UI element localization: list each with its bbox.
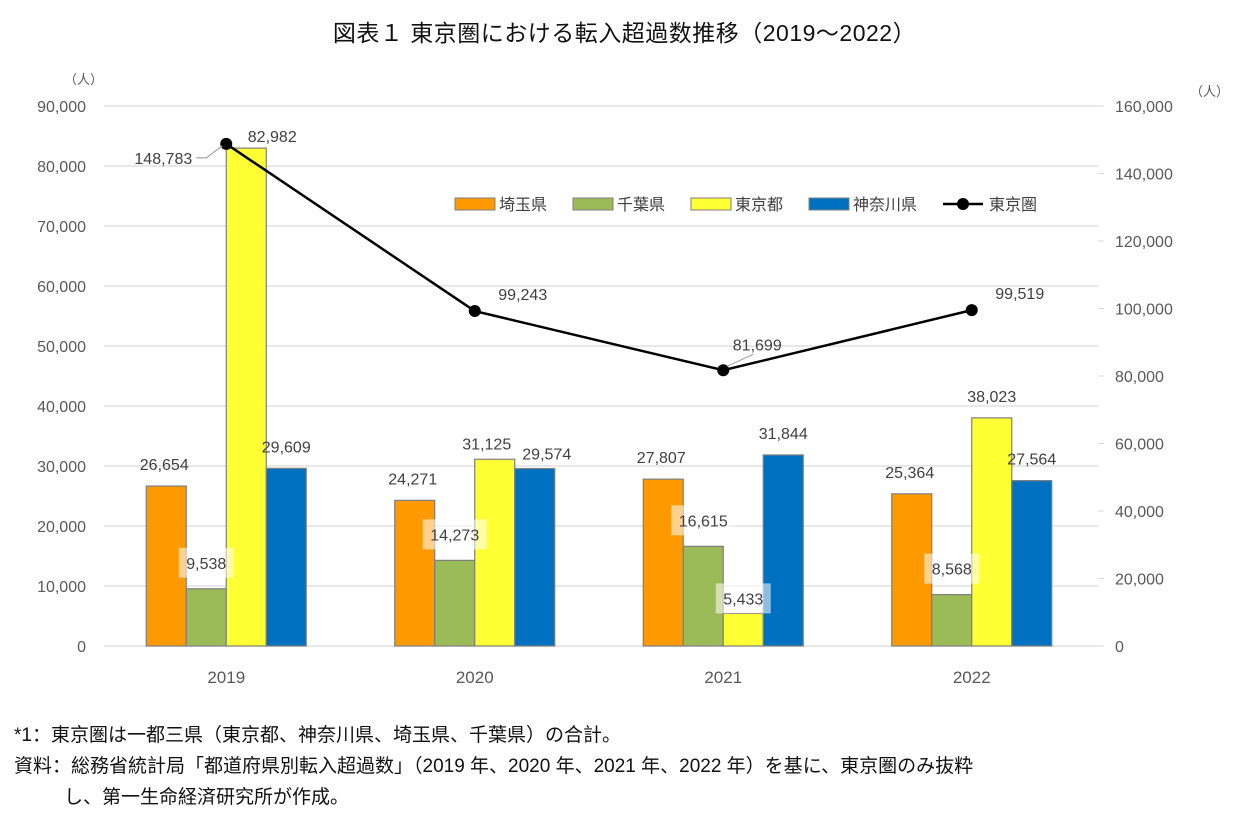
data-label: 82,982 — [248, 129, 297, 146]
data-label-bg — [671, 505, 736, 536]
bar-千葉県-2019 — [185, 588, 227, 647]
line-point-2021 — [717, 364, 730, 377]
bars — [145, 147, 1053, 647]
legend-swatch — [572, 197, 614, 211]
x-axis: 2019 2020 2021 2022 — [207, 668, 990, 687]
bar-神奈川県-2019 — [265, 467, 307, 647]
left-tick-label: 70,000 — [37, 219, 86, 236]
left-tick-label: 10,000 — [37, 579, 86, 596]
legend-item-千葉県: 千葉県 — [572, 196, 665, 214]
right-tick-label: 100,000 — [1115, 302, 1173, 319]
data-label-bg — [178, 547, 234, 578]
bar-埼玉県-2021 — [642, 478, 684, 647]
line-data-label: 148,783 — [134, 151, 192, 168]
bar-東京都-2020 — [474, 458, 516, 647]
legend-swatch — [690, 197, 732, 211]
line-tokyo-area — [225, 142, 973, 372]
bar-神奈川県-2022 — [1011, 480, 1053, 647]
data-label: 31,844 — [759, 426, 808, 443]
x-tick-label: 2020 — [456, 668, 494, 687]
right-axis-unit: （人） — [1190, 84, 1229, 99]
data-label: 5,433 — [723, 591, 763, 608]
line-data-label: 99,519 — [995, 286, 1044, 303]
legend-label: 埼玉県 — [499, 196, 547, 214]
tokyo-area-line — [220, 137, 978, 377]
left-tick-label: 0 — [77, 639, 86, 656]
left-axis-unit: （人） — [64, 72, 103, 87]
data-label-bg — [422, 519, 487, 550]
source-note-cont: し、第一生命経済研究所が作成。 — [64, 787, 350, 808]
right-axis: 0 20,000 40,000 60,000 80,000 100,000 120,000 1… — [1098, 84, 1229, 656]
right-tick-label: 80,000 — [1115, 369, 1164, 386]
right-tick-label: 20,000 — [1115, 572, 1164, 589]
line-data-label: 99,243 — [498, 287, 547, 304]
data-label: 14,273 — [430, 527, 479, 544]
left-axis: 0 10,000 20,000 30,000 40,000 50,000 60,000 70,… — [37, 72, 103, 656]
data-label: 29,609 — [262, 439, 311, 456]
legend-item-神奈川県: 神奈川県 — [808, 196, 917, 214]
bar-千葉県-2020 — [434, 559, 476, 647]
legend-label: 東京都 — [735, 196, 783, 214]
bar-東京都-2022 — [971, 417, 1013, 647]
chart-title: 図表１ 東京圏における転入超過数推移（2019～2022） — [332, 20, 917, 46]
legend-label: 東京圏 — [989, 196, 1037, 214]
footnote-1: *1：東京圏は一都三県（東京都、神奈川県、埼玉県、千葉県）の合計。 — [14, 725, 621, 746]
line-data-label: 81,699 — [733, 337, 782, 354]
data-label: 31,125 — [462, 436, 511, 453]
data-label: 26,654 — [140, 457, 189, 474]
bar-神奈川県-2020 — [514, 467, 556, 647]
right-tick-label: 40,000 — [1115, 504, 1164, 521]
left-tick-label: 60,000 — [37, 279, 86, 296]
right-tick-label: 140,000 — [1115, 167, 1173, 184]
x-tick-label: 2021 — [704, 668, 742, 687]
left-tick-label: 40,000 — [37, 399, 86, 416]
source-note: 資料：総務省統計局「都道府県別転入超過数」（2019 年、2020 年、2021… — [14, 756, 974, 777]
data-label: 25,364 — [885, 465, 934, 482]
line-point-2022 — [965, 304, 978, 317]
data-label: 38,023 — [967, 389, 1016, 406]
leader-line — [726, 353, 754, 367]
data-label: 9,538 — [186, 556, 226, 573]
left-tick-label: 30,000 — [37, 459, 86, 476]
data-label: 27,564 — [1007, 452, 1056, 469]
bar-千葉県-2022 — [931, 593, 973, 647]
legend-swatch — [454, 197, 496, 211]
legend: 埼玉県 千葉県 東京都 神奈川県 東京圏 — [454, 196, 1037, 214]
legend-marker — [957, 198, 969, 210]
bar-神奈川県-2021 — [762, 454, 804, 647]
data-label-bg — [924, 553, 980, 584]
x-tick-label: 2022 — [953, 668, 991, 687]
right-tick-label: 60,000 — [1115, 437, 1164, 454]
left-tick-label: 20,000 — [37, 519, 86, 536]
legend-label: 千葉県 — [617, 196, 665, 214]
legend-item-埼玉県: 埼玉県 — [454, 196, 547, 214]
left-tick-label: 90,000 — [37, 99, 86, 116]
left-tick-label: 80,000 — [37, 159, 86, 176]
left-tick-label: 50,000 — [37, 339, 86, 356]
right-tick-label: 160,000 — [1115, 99, 1173, 116]
legend-item-東京都: 東京都 — [690, 196, 783, 214]
data-label: 8,568 — [932, 562, 972, 579]
line-point-2020 — [468, 305, 481, 318]
data-label: 16,615 — [679, 513, 728, 530]
data-label-bg — [715, 583, 771, 614]
legend-swatch — [808, 197, 850, 211]
right-tick-label: 120,000 — [1115, 234, 1173, 251]
data-label: 29,574 — [522, 447, 571, 464]
data-labels: 26,654 9,538 82,982 29,609 24,271 14,273 31,12… — [134, 129, 1056, 614]
bar-東京都-2021 — [722, 612, 764, 647]
legend-label: 神奈川県 — [853, 196, 917, 214]
line-point-2019 — [220, 137, 233, 150]
legend-item-東京圏: 東京圏 — [943, 196, 1037, 214]
data-label: 24,271 — [388, 471, 437, 488]
data-label: 27,807 — [637, 450, 686, 467]
x-tick-label: 2019 — [207, 668, 245, 687]
leader-line — [196, 145, 223, 159]
right-tick-label: 0 — [1115, 639, 1124, 656]
